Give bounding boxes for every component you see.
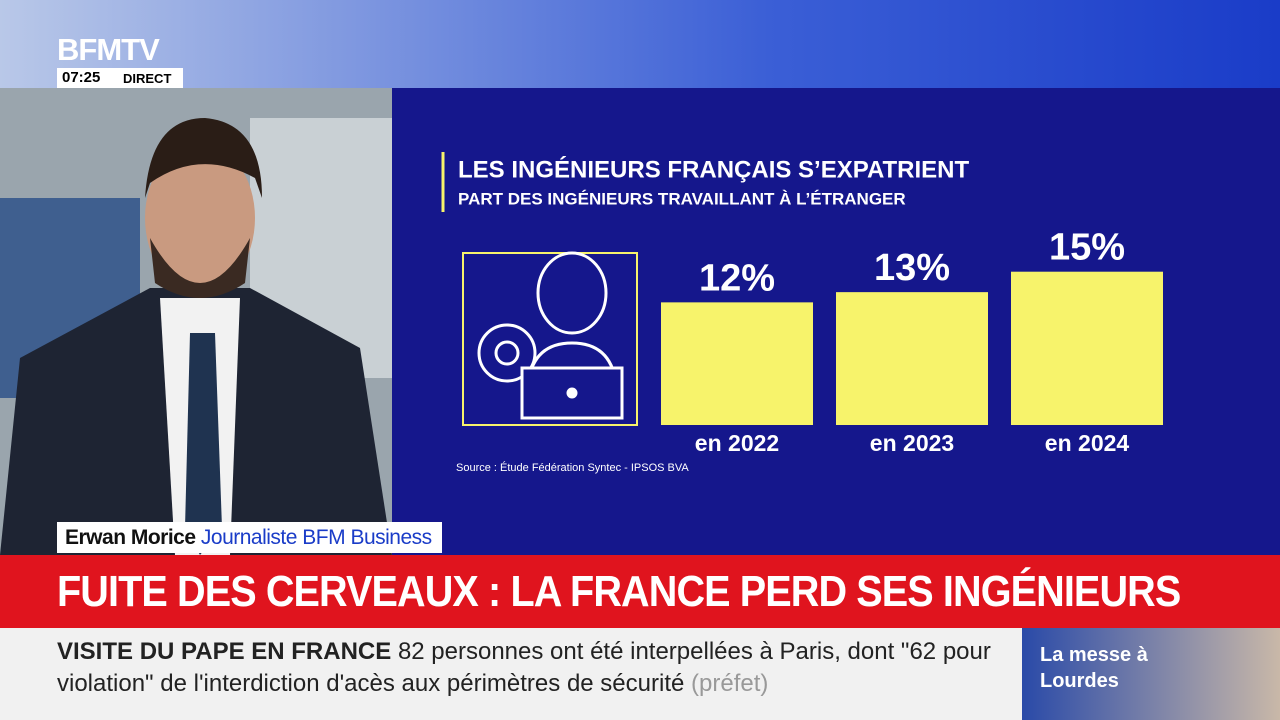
ticker-topic: VISITE DU PAPE EN FRANCE [57,638,392,665]
chart-panel: LES INGÉNIEURS FRANÇAIS S’EXPATRIENT PAR… [392,88,1280,555]
logo: BFMTV [57,32,160,67]
speaker-name: Erwan Morice [65,526,196,549]
value-label: 15% [1049,227,1125,269]
value-label: 13% [874,247,950,289]
bar [1011,271,1163,425]
ticker-bar: VISITE DU PAPE EN FRANCE 82 personnes on… [0,628,1280,720]
chart-subtitle: PART DES INGÉNIEURS TRAVAILLANT À L’ÉTRA… [458,189,906,208]
bar [836,292,988,425]
promo: La messe à Lourdes [1040,644,1148,692]
speaker-role: Journaliste BFM Business [200,526,432,549]
engineer-icon [462,251,638,426]
top-bar [0,0,1280,88]
bar [661,302,813,425]
ticker: VISITE DU PAPE EN FRANCE 82 personnes on… [57,636,1017,700]
value-label: 12% [699,257,775,299]
headline: FUITE DES CERVEAUX : LA FRANCE PERD SES … [57,567,1181,616]
presenter-video [0,88,392,555]
headline-bar: FUITE DES CERVEAUX : LA FRANCE PERD SES … [0,555,1280,628]
category-label: en 2024 [1045,430,1130,456]
ticker-text: 82 personnes ont été interpellées à Pari… [57,638,991,697]
promo-image: La messe à Lourdes [1022,628,1280,720]
clock-box: 07:25 DIRECT [57,68,183,88]
clock: 07:25 [62,69,101,86]
source: Source : Étude Fédération Syntec - IPSOS… [456,461,689,474]
category-label: en 2022 [695,430,779,456]
chart-title: LES INGÉNIEURS FRANÇAIS S’EXPATRIENT [458,155,970,183]
lower-third: Erwan Morice Journaliste BFM Business [57,522,442,553]
category-label: en 2023 [870,430,954,456]
ticker-source: (préfet) [691,670,769,697]
live-label: DIRECT [123,71,172,86]
